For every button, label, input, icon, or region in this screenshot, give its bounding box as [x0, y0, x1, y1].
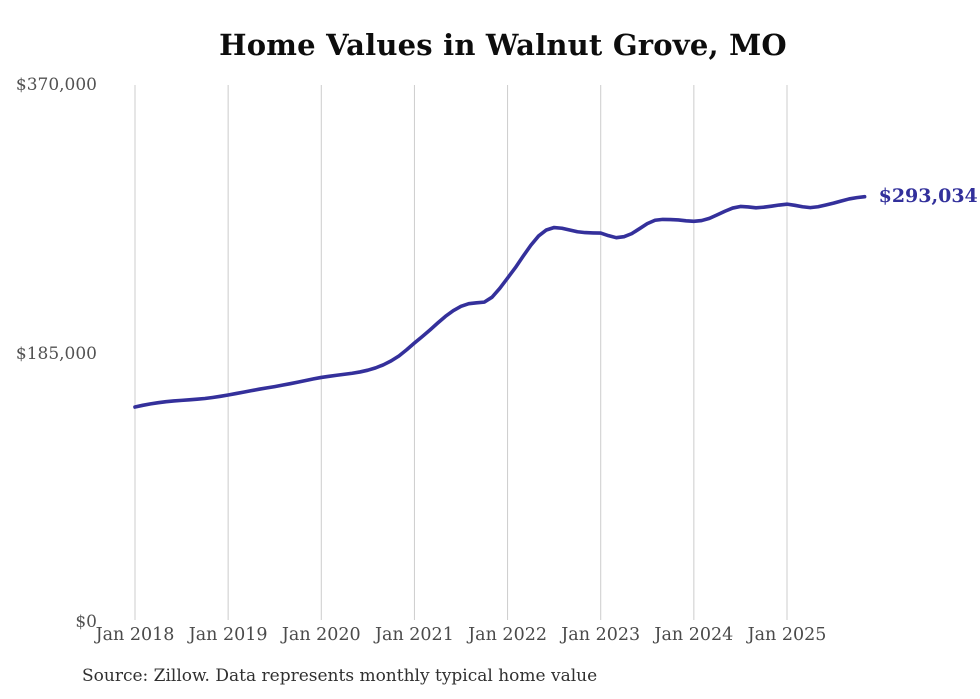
- latest-value-label: $293,034: [878, 184, 978, 207]
- x-tick-label: Jan 2023: [561, 625, 641, 645]
- chart-title: Home Values in Walnut Grove, MO: [219, 28, 787, 62]
- source-note: Source: Zillow. Data represents monthly …: [82, 666, 598, 686]
- y-tick-label: $370,000: [15, 75, 97, 95]
- x-tick-label: Jan 2025: [747, 625, 827, 645]
- home-value-line: [133, 194, 867, 409]
- y-tick-label: $0: [75, 612, 97, 632]
- x-tick-label: Jan 2021: [375, 625, 454, 645]
- x-tick-label: Jan 2024: [654, 625, 734, 645]
- y-tick-label: $185,000: [15, 343, 97, 364]
- x-tick-label: Jan 2020: [281, 625, 361, 645]
- x-tick-label: Jan 2022: [468, 625, 547, 645]
- x-tick-label: Jan 2018: [95, 625, 175, 645]
- x-tick-label: Jan 2019: [188, 625, 268, 645]
